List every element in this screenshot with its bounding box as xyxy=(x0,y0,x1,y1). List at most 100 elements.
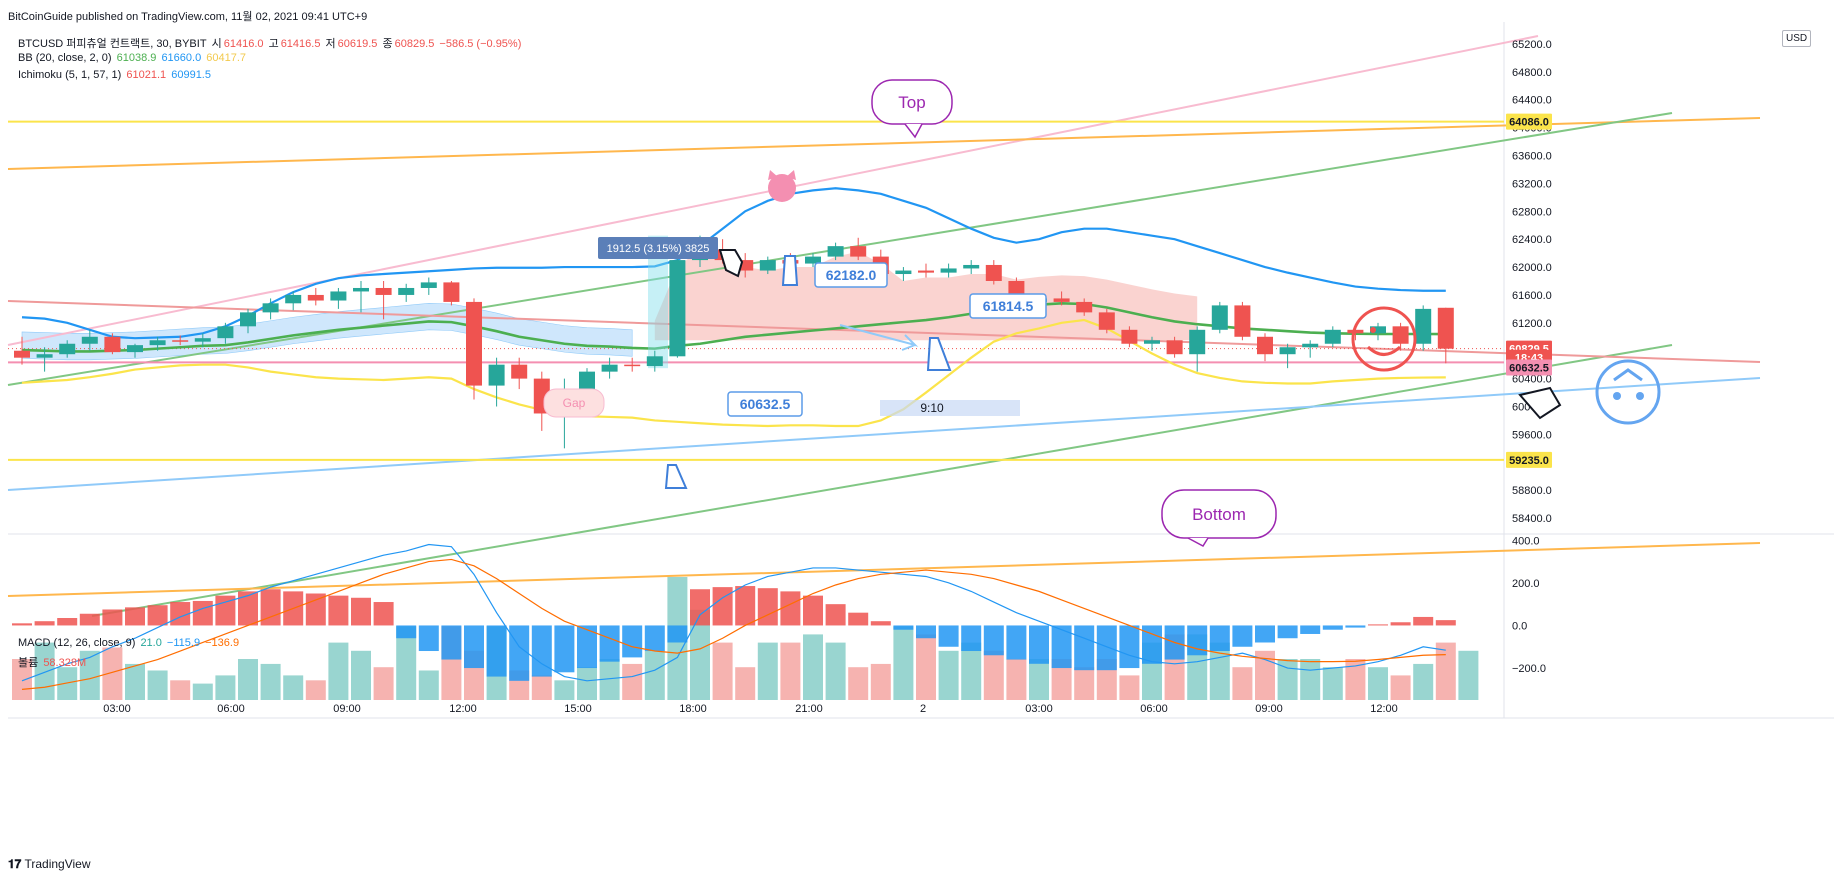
candle-body xyxy=(669,260,686,357)
volume-bar xyxy=(825,642,846,700)
gap-bubble xyxy=(543,388,605,418)
candle-body xyxy=(737,260,754,271)
macd-histogram-bar xyxy=(893,625,914,630)
candle-body xyxy=(443,282,460,302)
candle-body xyxy=(81,336,98,344)
trendline-orange-lower xyxy=(7,542,1761,597)
currency-badge[interactable]: USD xyxy=(1782,30,1812,47)
high-value: 61416.5 xyxy=(280,38,321,50)
macd-histogram-bar xyxy=(328,595,349,626)
bb-upper-value: 61660.0 xyxy=(161,52,202,64)
macd-histogram-bar xyxy=(1119,625,1140,669)
volume-legend[interactable]: 볼륨 58.328M xyxy=(18,654,88,670)
macd-histogram-bar xyxy=(238,591,258,626)
candle-body xyxy=(375,287,392,295)
ichimoku-value-2: 60991.5 xyxy=(171,69,211,81)
macd-histogram-bar xyxy=(147,605,168,626)
macd-histogram-bar xyxy=(125,607,145,626)
macd-histogram-bar xyxy=(1029,625,1049,664)
macd-histogram-bar xyxy=(1322,625,1343,630)
pointing-hand-icon xyxy=(718,249,744,278)
cat-eye-icon xyxy=(1636,392,1644,400)
volume-bar xyxy=(1458,650,1479,700)
volume-bar xyxy=(1006,659,1027,700)
volume-bar xyxy=(622,663,643,700)
smiley-eye-icon xyxy=(1370,327,1376,333)
volume-bar xyxy=(870,663,891,700)
candle-body xyxy=(149,340,166,346)
brand-text: TradingView xyxy=(24,857,91,871)
candle-body xyxy=(601,364,618,372)
volume-bar xyxy=(803,634,823,700)
macd-histogram-bar xyxy=(1413,616,1434,626)
macd-histogram-bar xyxy=(260,589,281,626)
tradingview-logo[interactable]: 𝟏𝟕 TradingView xyxy=(8,857,91,872)
macd-histogram-bar xyxy=(916,625,936,639)
macd-histogram-bar xyxy=(667,625,688,643)
macd-histogram-bar xyxy=(351,597,371,626)
macd-histogram-bar xyxy=(1435,620,1456,626)
pointing-hand-icon xyxy=(1518,386,1562,420)
macd-histogram-bar xyxy=(396,625,417,639)
candle-body xyxy=(194,338,211,342)
volume-bar xyxy=(147,670,168,700)
callout-box-2 xyxy=(969,293,1047,319)
macd-tick-label: 200.0 xyxy=(1512,578,1540,590)
ichimoku-value-1: 61021.1 xyxy=(126,69,167,81)
time-tick-label: 09:00 xyxy=(1255,703,1283,715)
macd-histogram-bar xyxy=(577,625,597,669)
volume-bar xyxy=(1322,667,1343,700)
macd-legend[interactable]: MACD (12, 26, close, 9) 21.0 −115.9 −136… xyxy=(18,637,241,649)
volume-bar xyxy=(1300,659,1321,700)
open-label: 시 xyxy=(211,38,222,50)
callout-box-3 xyxy=(727,391,803,417)
candle-body xyxy=(1121,329,1138,344)
symbol-title[interactable]: BTCUSD 퍼피츄얼 컨트랙트, 30, BYBIT xyxy=(18,38,207,50)
volume-bar xyxy=(1277,659,1298,700)
candle-body xyxy=(36,354,53,358)
ichimoku-legend[interactable]: Ichimoku (5, 1, 57, 1) 61021.1 60991.5 xyxy=(18,69,213,81)
trendline-red xyxy=(7,300,1761,363)
macd-histogram-bar xyxy=(1232,625,1253,647)
macd-hist-value: 21.0 xyxy=(140,637,162,649)
candle-body xyxy=(850,246,867,257)
volume-bar xyxy=(373,667,394,700)
macd-histogram-bar xyxy=(79,613,100,626)
time-tick-label: 12:00 xyxy=(1370,703,1398,715)
candle-body xyxy=(940,268,957,273)
macd-histogram-bar xyxy=(757,588,778,626)
macd-histogram-bar xyxy=(441,625,462,660)
pig-face-icon xyxy=(768,174,796,202)
macd-histogram-bar xyxy=(938,625,959,647)
candle-body xyxy=(1211,305,1228,330)
measure-label-bg xyxy=(598,237,718,259)
pointing-hand-icon xyxy=(926,337,952,371)
volume-bar xyxy=(1390,675,1411,700)
volume-bar xyxy=(260,663,281,700)
candle-body xyxy=(1076,301,1093,313)
macd-histogram-bar xyxy=(622,625,643,658)
volume-bar xyxy=(215,675,236,700)
macd-histogram-bar xyxy=(57,618,78,626)
candle-body xyxy=(1166,340,1183,355)
volume-bar xyxy=(305,680,326,700)
cat-face-icon xyxy=(1595,359,1661,425)
candle-body xyxy=(398,287,415,295)
time-tick-label: 21:00 xyxy=(795,703,823,715)
time-tick-label: 06:00 xyxy=(1140,703,1168,715)
time-tick-label: 15:00 xyxy=(564,703,592,715)
bb-legend[interactable]: BB (20, close, 2, 0) 61038.9 61660.0 604… xyxy=(18,52,248,64)
macd-histogram-bar xyxy=(192,600,213,626)
candle-body xyxy=(1144,340,1160,344)
volume-bar xyxy=(644,650,665,700)
macd-value: −115.9 xyxy=(166,637,201,649)
candle-body xyxy=(488,364,505,386)
arrow-icon xyxy=(839,324,919,351)
trendline-lightblue xyxy=(7,377,1761,491)
price-tick-label: 60400.0 xyxy=(1512,374,1552,386)
candle-body xyxy=(1302,343,1319,348)
macd-histogram-bar xyxy=(509,625,530,681)
candle-body xyxy=(307,294,324,301)
macd-histogram-bar xyxy=(34,621,55,626)
